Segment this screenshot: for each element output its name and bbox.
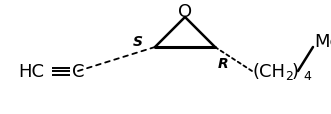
Text: Me: Me: [314, 33, 331, 51]
Text: R: R: [218, 57, 229, 70]
Text: S: S: [133, 35, 143, 49]
Text: C: C: [72, 62, 84, 80]
Text: 4: 4: [303, 70, 311, 83]
Text: HC: HC: [18, 62, 44, 80]
Text: O: O: [178, 3, 192, 21]
Text: ): ): [292, 62, 299, 80]
Text: (CH: (CH: [252, 62, 285, 80]
Text: 2: 2: [285, 70, 293, 83]
